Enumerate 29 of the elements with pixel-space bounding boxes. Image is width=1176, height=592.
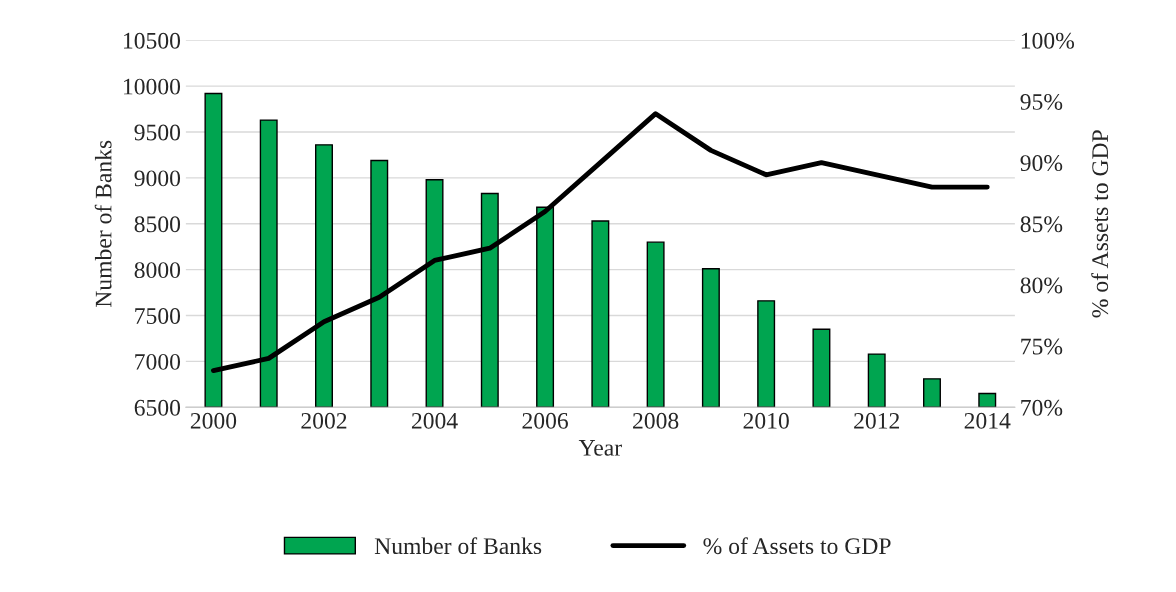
y-tick-label: 9500 (134, 124, 181, 141)
x-axis-title: Year (578, 440, 622, 456)
y-tick-label: 7500 (135, 308, 181, 324)
legend-label: % of Assets to GDP (703, 537, 891, 555)
y2-tick-label: 85% (1020, 216, 1063, 233)
x-tick-label: 2014 (964, 412, 1011, 429)
y-tick-label: 6500 (134, 399, 181, 416)
x-tick-label: 2002 (301, 412, 347, 429)
y2-axis-title: % of Assets to GDP (1091, 130, 1109, 318)
y2-tick-label: 75% (1021, 338, 1063, 355)
x-tick-label: 2010 (743, 412, 789, 429)
x-tick-label: 2008 (633, 412, 679, 429)
y-tick-label: 10500 (124, 32, 181, 49)
y-tick-label: 9000 (134, 170, 181, 187)
x-tick-label: 2006 (522, 412, 568, 429)
y-axis-title: Number of Banks (94, 140, 112, 308)
x-tick-label: 2012 (854, 412, 900, 429)
y-tick-label: 10000 (124, 78, 181, 95)
y2-tick-label: 90% (1020, 155, 1063, 172)
y2-tick-label: 100% (1021, 32, 1075, 49)
y-tick-label: 8000 (134, 262, 181, 279)
y2-tick-label: 95% (1020, 93, 1063, 110)
y-tick-label: 7000 (135, 353, 181, 370)
y2-tick-label: 80% (1020, 277, 1063, 294)
y2-tick-label: 70% (1021, 399, 1063, 416)
x-tick-label: 2000 (190, 412, 237, 429)
x-tick-label: 2004 (411, 412, 458, 429)
legend-label: Number of Banks (374, 537, 542, 555)
y-tick-label: 8500 (134, 216, 181, 233)
